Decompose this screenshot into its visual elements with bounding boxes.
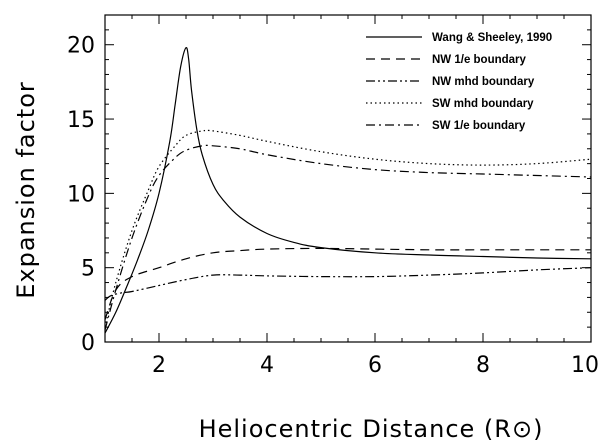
x-tick-label: 10: [571, 353, 599, 378]
series-line-1: [104, 46, 592, 334]
y-tick-label: 0: [81, 331, 95, 356]
legend-label-2: NW 1/e boundary: [432, 54, 527, 66]
series-layer: [104, 46, 592, 334]
series-line-2: [104, 247, 592, 320]
series-line-5: [104, 144, 592, 331]
legend: Wang & Sheeley, 1990 NW 1/e boundary NW mh…: [366, 32, 552, 132]
y-tick-label: 10: [67, 182, 95, 207]
legend-label-5: SW 1/e boundary: [432, 120, 526, 132]
x-tick-label: 4: [260, 353, 274, 378]
y-tick-label: 5: [81, 257, 95, 282]
legend-label-4: SW mhd boundary: [432, 98, 534, 110]
legend-label-3: NW mhd boundary: [432, 76, 535, 88]
ticks-layer: 2 4 6 8 10 0 5 10 15 20: [67, 15, 599, 378]
y-tick-label: 20: [67, 34, 95, 59]
x-axis-title-text: Heliocentric Distance (R: [199, 415, 512, 443]
x-tick-label: 6: [368, 353, 382, 378]
legend-label-1: Wang & Sheeley, 1990: [432, 32, 552, 44]
x-tick-label: 8: [476, 353, 490, 378]
series-line-4: [104, 129, 592, 328]
series-line-3: [104, 267, 592, 301]
y-axis-title: Expansion factor: [12, 81, 40, 299]
x-tick-label: 2: [152, 353, 166, 378]
y-tick-label: 15: [67, 108, 95, 133]
x-axis-title-close: ): [533, 415, 543, 443]
solar-radius-symbol: ⊙: [512, 415, 533, 443]
x-axis-title: Heliocentric Distance (R⊙): [199, 415, 544, 443]
